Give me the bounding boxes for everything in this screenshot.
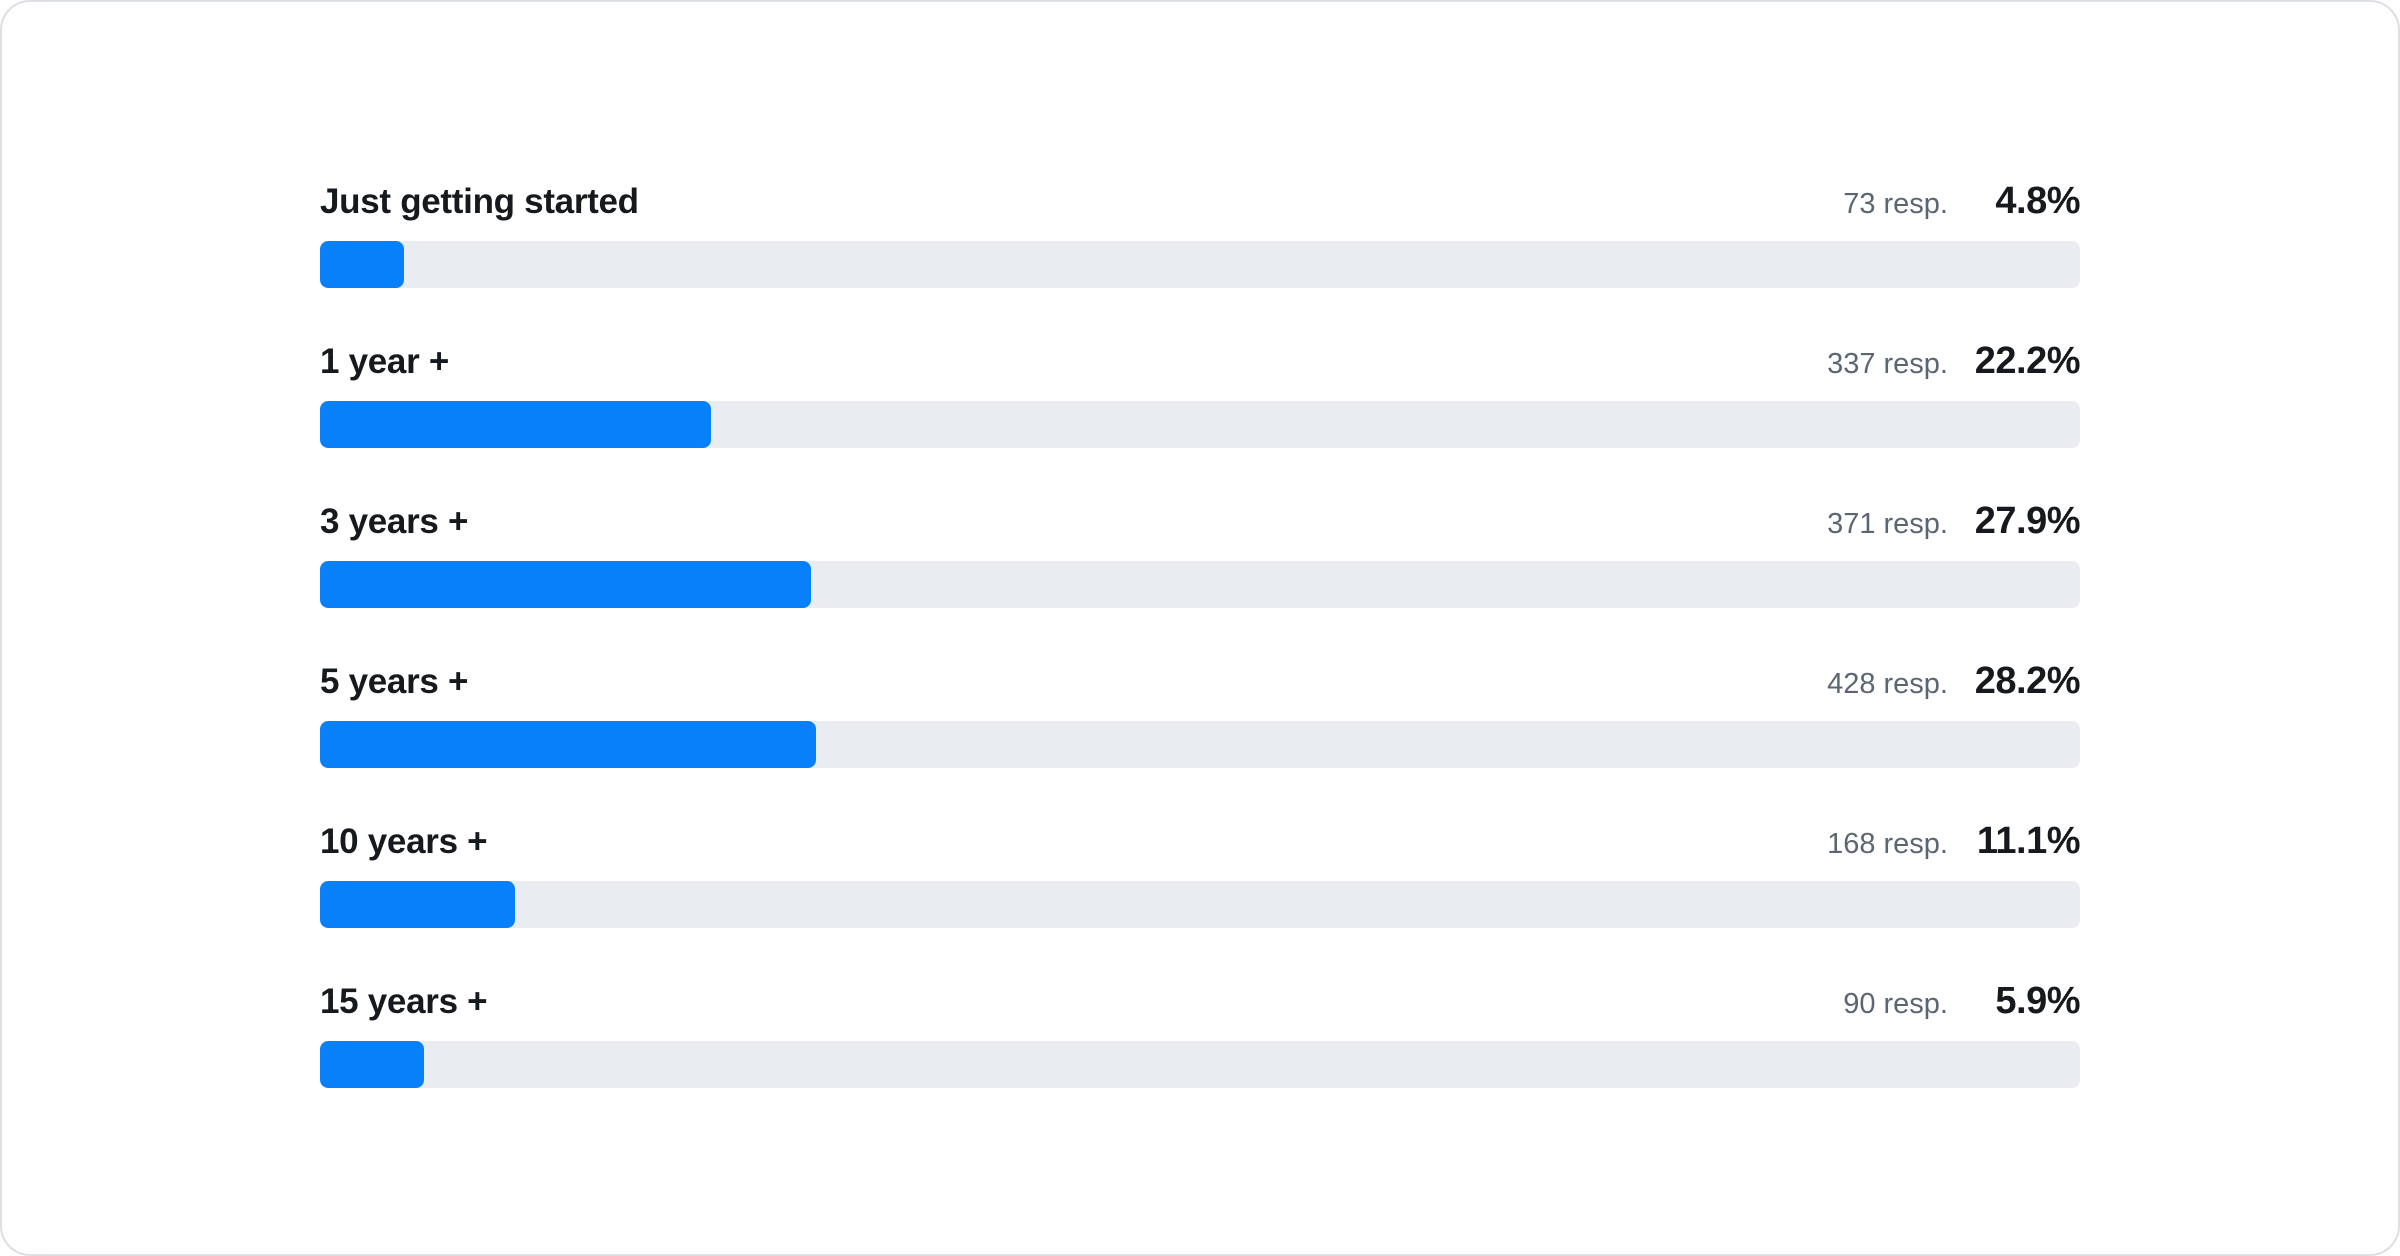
result-row: 10 years + 168 resp. 11.1% [320, 820, 2081, 928]
answer-label: 5 years + [320, 662, 469, 701]
bar-track [320, 721, 2080, 768]
percentage-value: 4.8% [1995, 180, 2080, 222]
bar-track [320, 241, 2080, 288]
percentage-value: 27.9% [1974, 500, 2081, 542]
responses-count: 428 resp. [1827, 668, 1948, 700]
responses-count: 73 resp. [1843, 188, 1948, 220]
percentage-value: 11.1% [1976, 820, 2081, 862]
result-row: 3 years + 371 resp. 27.9% [320, 500, 2081, 608]
bar-fill [320, 721, 817, 768]
result-row-header: 3 years + 371 resp. 27.9% [320, 500, 2081, 545]
result-row-header: 5 years + 428 resp. 28.2% [320, 660, 2081, 705]
result-row-header: 15 years + 90 resp. 5.9% [320, 980, 2081, 1025]
answer-label: 3 years + [320, 502, 469, 541]
responses-count: 337 resp. [1827, 348, 1948, 380]
bar-track [320, 1041, 2080, 1088]
answer-label: Just getting started [320, 182, 639, 221]
results-list: Just getting started 73 resp. 4.8% 1 yea… [2, 2, 2398, 1088]
bar-fill [320, 1041, 424, 1088]
answer-label: 10 years + [320, 822, 488, 861]
bar-fill [320, 881, 516, 928]
bar-fill [320, 561, 812, 608]
percentage-value: 5.9% [1995, 980, 2080, 1022]
bar-track [320, 881, 2080, 928]
answer-label: 15 years + [320, 982, 488, 1021]
result-row-header: 1 year + 337 resp. 22.2% [320, 340, 2081, 385]
result-row: Just getting started 73 resp. 4.8% [320, 180, 2081, 288]
responses-count: 90 resp. [1843, 988, 1948, 1020]
result-row: 5 years + 428 resp. 28.2% [320, 660, 2081, 768]
responses-count: 371 resp. [1827, 508, 1948, 540]
bar-track [320, 561, 2080, 608]
result-row-header: Just getting started 73 resp. 4.8% [320, 180, 2081, 225]
answer-label: 1 year + [320, 342, 449, 381]
result-row-header: 10 years + 168 resp. 11.1% [320, 820, 2081, 865]
percentage-value: 22.2% [1974, 340, 2081, 382]
responses-count: 168 resp. [1827, 828, 1948, 860]
result-row: 15 years + 90 resp. 5.9% [320, 980, 2081, 1088]
result-row: 1 year + 337 resp. 22.2% [320, 340, 2081, 448]
bar-fill [320, 401, 711, 448]
bar-track [320, 401, 2080, 448]
percentage-value: 28.2% [1974, 660, 2081, 702]
bar-fill [320, 241, 405, 288]
